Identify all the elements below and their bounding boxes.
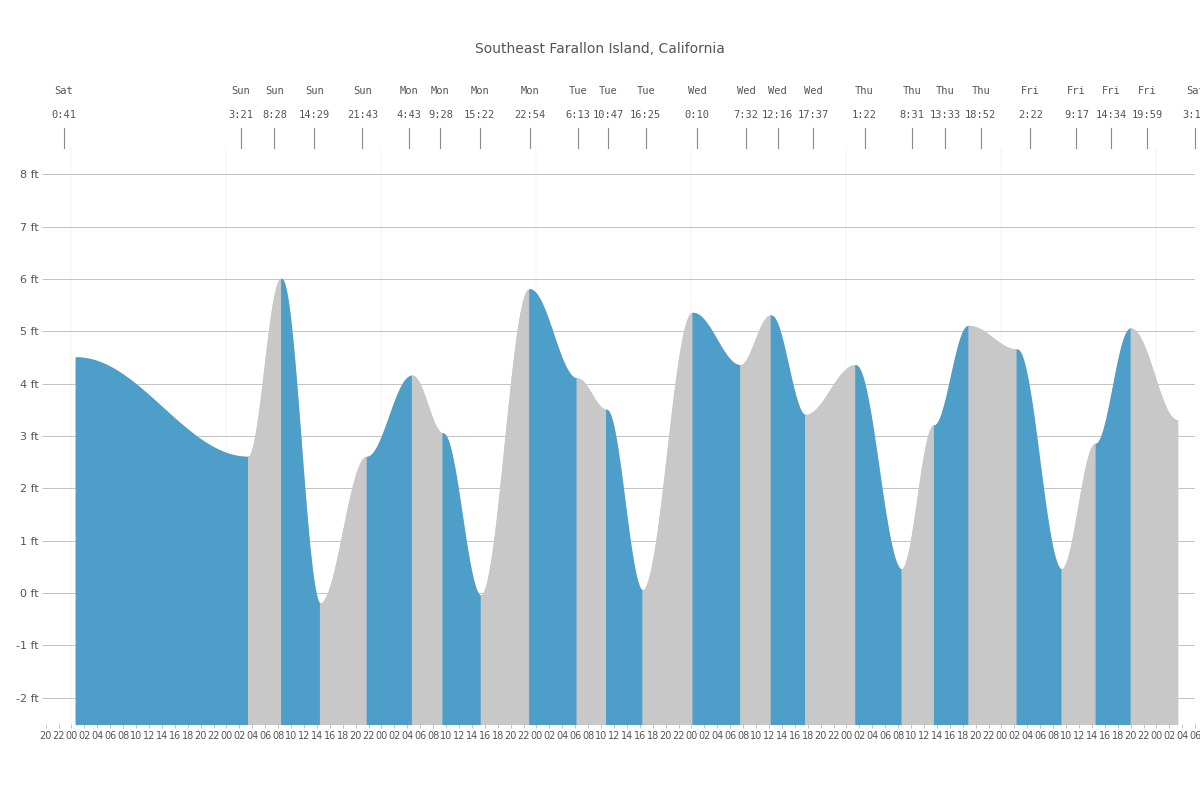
Text: Wed: Wed (688, 86, 707, 96)
Text: Sun: Sun (232, 86, 250, 96)
Text: Sat: Sat (54, 86, 73, 96)
Text: 15:22: 15:22 (464, 110, 496, 120)
Text: 0:41: 0:41 (52, 110, 76, 120)
Text: Tue: Tue (599, 86, 618, 96)
Text: Thu: Thu (936, 86, 955, 96)
Text: 10:47: 10:47 (593, 110, 624, 120)
Text: 8:28: 8:28 (262, 110, 287, 120)
Text: 1:22: 1:22 (852, 110, 877, 120)
Text: 12:16: 12:16 (762, 110, 793, 120)
Text: 22:54: 22:54 (514, 110, 545, 120)
Text: 16:25: 16:25 (630, 110, 661, 120)
Text: Sun: Sun (353, 86, 372, 96)
Text: Mon: Mon (470, 86, 488, 96)
Text: Wed: Wed (804, 86, 822, 96)
Text: 9:17: 9:17 (1064, 110, 1088, 120)
Text: Sun: Sun (305, 86, 324, 96)
Text: 18:52: 18:52 (965, 110, 996, 120)
Text: Wed: Wed (737, 86, 756, 96)
Text: 17:37: 17:37 (798, 110, 829, 120)
Text: 0:10: 0:10 (685, 110, 709, 120)
Text: 4:43: 4:43 (396, 110, 421, 120)
Text: Southeast Farallon Island, California: Southeast Farallon Island, California (475, 42, 725, 56)
Text: 9:28: 9:28 (428, 110, 452, 120)
Text: 14:29: 14:29 (299, 110, 330, 120)
Text: 19:59: 19:59 (1132, 110, 1163, 120)
Text: Fri: Fri (1138, 86, 1157, 96)
Text: Wed: Wed (768, 86, 787, 96)
Text: Mon: Mon (400, 86, 419, 96)
Text: 7:32: 7:32 (733, 110, 758, 120)
Text: 21:43: 21:43 (347, 110, 378, 120)
Text: Fri: Fri (1021, 86, 1040, 96)
Text: 6:13: 6:13 (565, 110, 590, 120)
Text: Thu: Thu (971, 86, 990, 96)
Text: Thu: Thu (856, 86, 874, 96)
Text: Fri: Fri (1102, 86, 1121, 96)
Text: Thu: Thu (902, 86, 922, 96)
Text: Sun: Sun (265, 86, 284, 96)
Text: Tue: Tue (569, 86, 588, 96)
Text: 3:21: 3:21 (228, 110, 253, 120)
Text: 14:34: 14:34 (1096, 110, 1127, 120)
Text: Sat: Sat (1186, 86, 1200, 96)
Text: 2:22: 2:22 (1018, 110, 1043, 120)
Text: 13:33: 13:33 (930, 110, 961, 120)
Text: Mon: Mon (521, 86, 539, 96)
Text: Mon: Mon (431, 86, 450, 96)
Text: Fri: Fri (1067, 86, 1086, 96)
Text: Tue: Tue (636, 86, 655, 96)
Text: 3:11: 3:11 (1183, 110, 1200, 120)
Text: 8:31: 8:31 (900, 110, 924, 120)
